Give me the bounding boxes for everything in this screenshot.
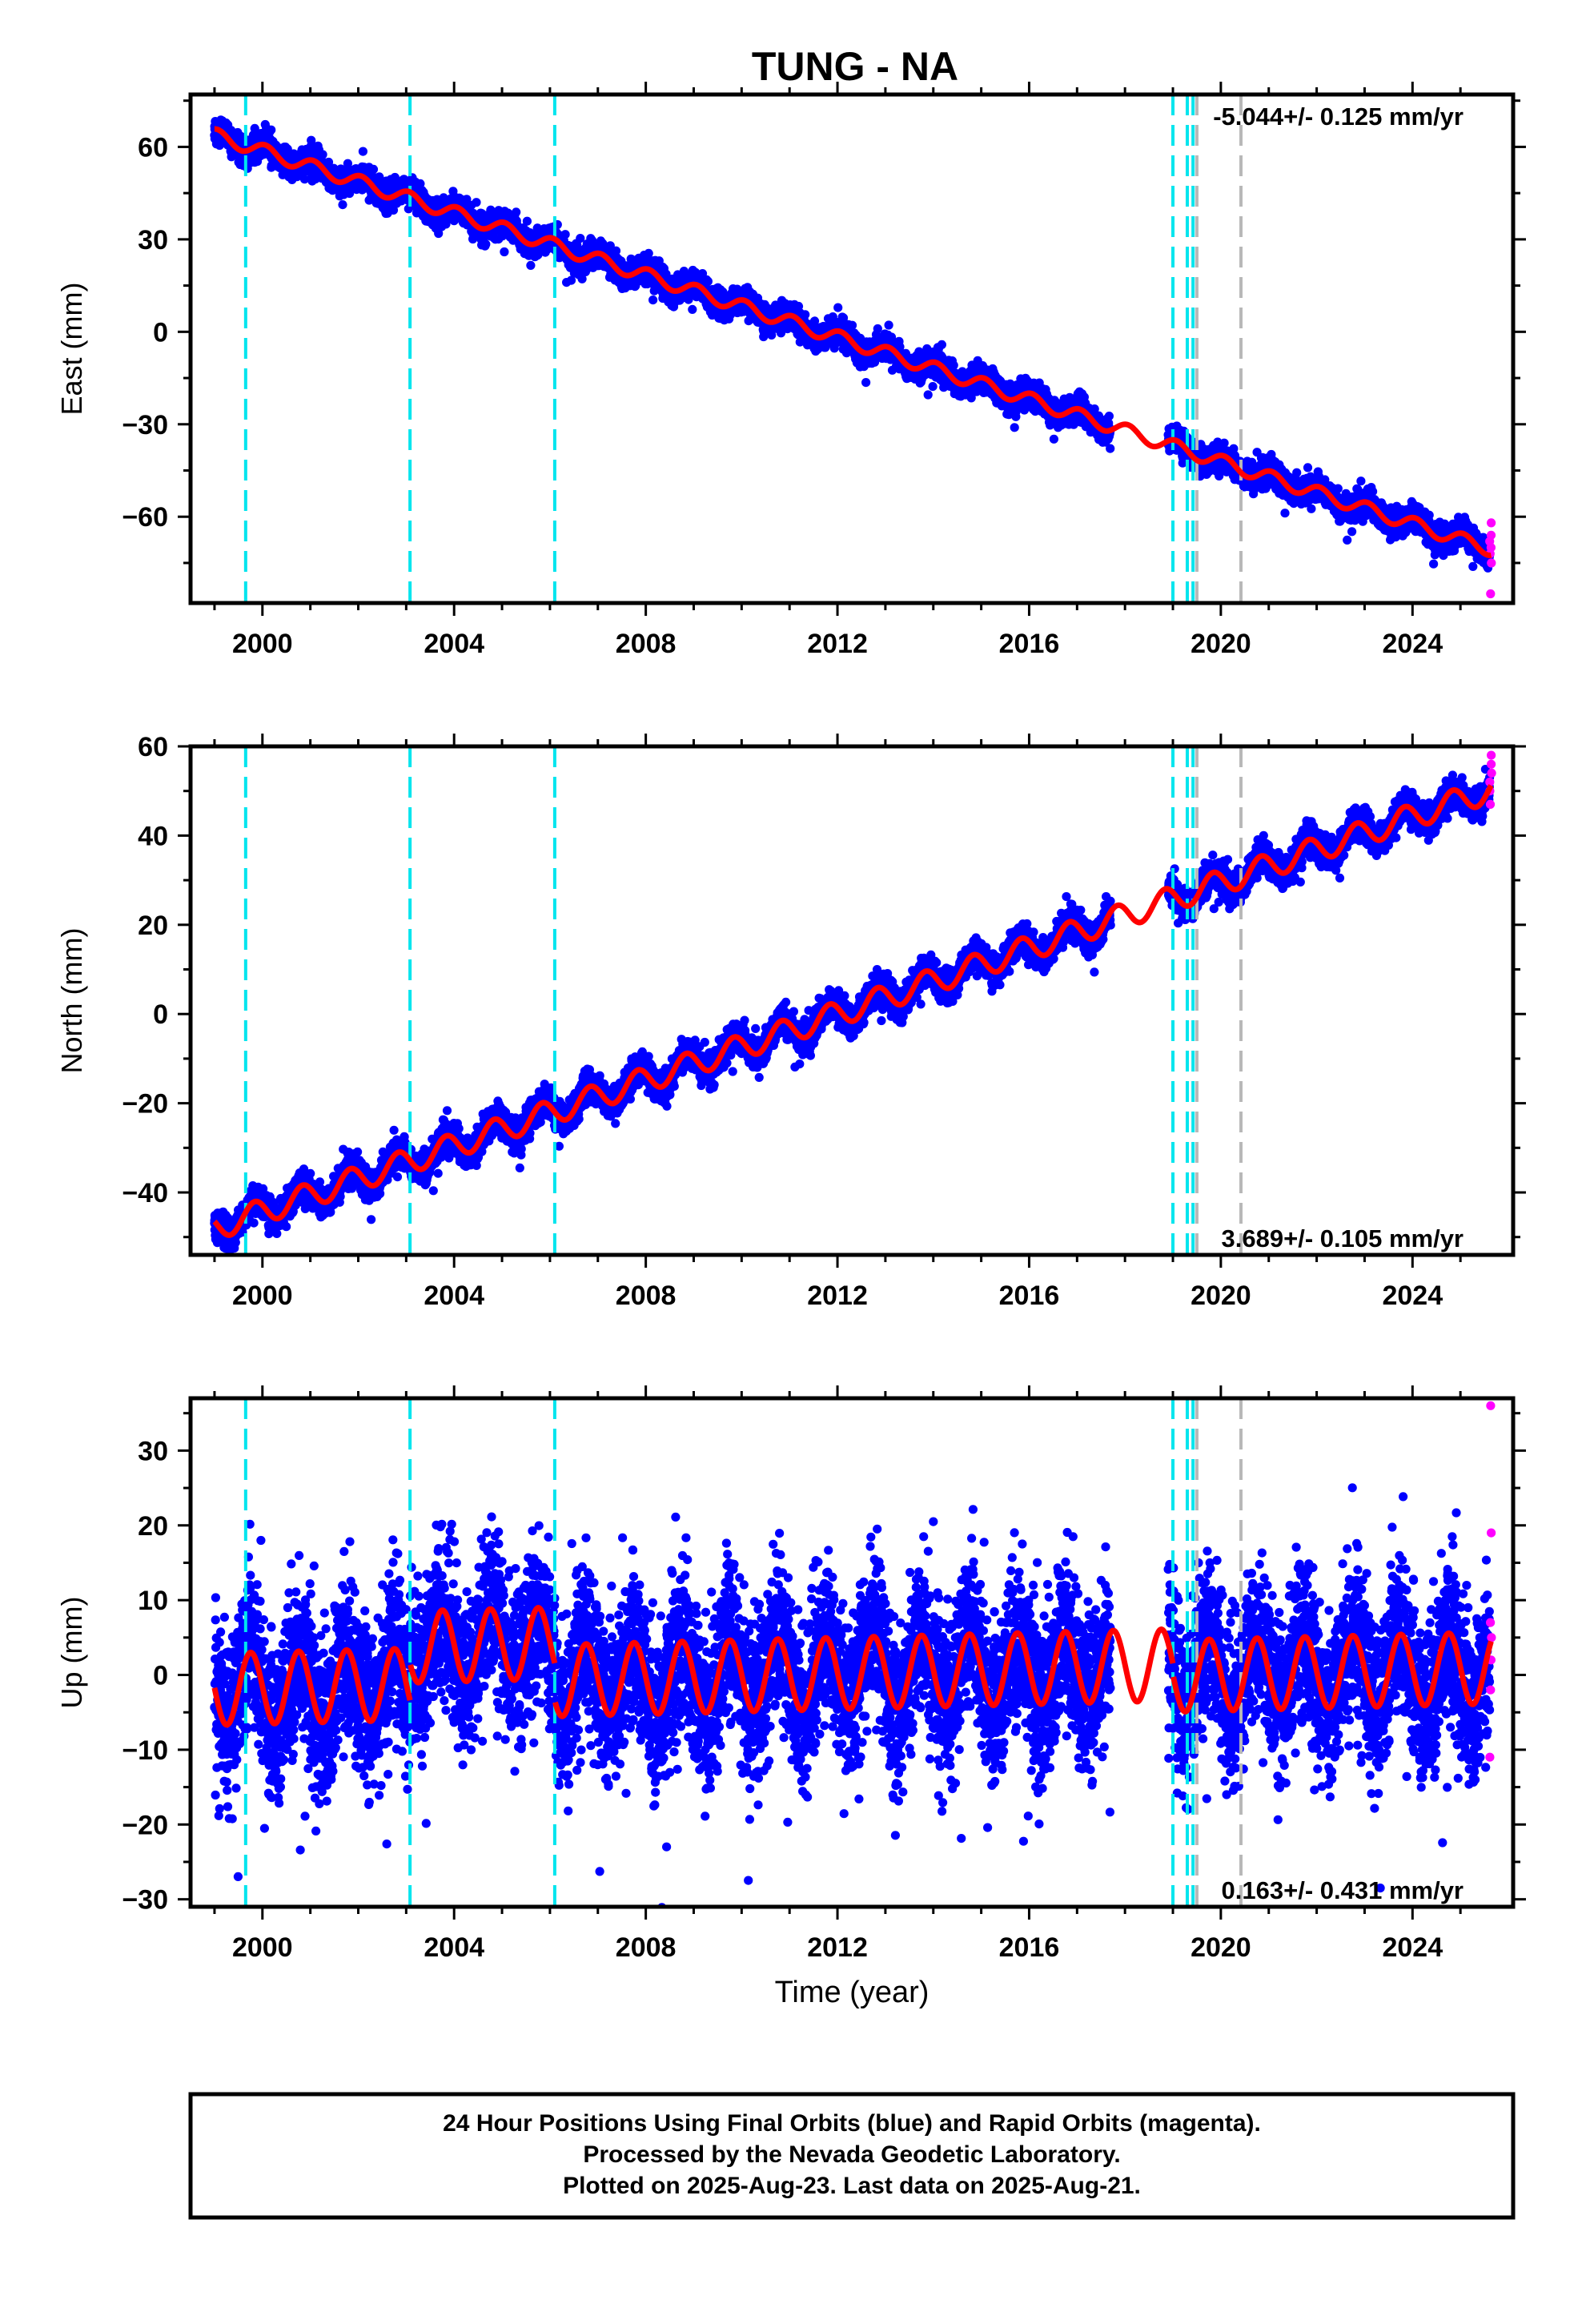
final-orbit-point (512, 207, 521, 217)
final-orbit-point (560, 230, 570, 239)
final-orbit-point (338, 200, 347, 210)
final-orbit-point (648, 296, 658, 305)
final-orbit-point (358, 147, 367, 156)
final-orbit-point (388, 205, 399, 215)
final-orbit-point (801, 310, 810, 320)
final-orbit-point (368, 164, 379, 174)
final-orbit-point (688, 304, 697, 314)
final-orbit-point (323, 157, 334, 167)
final-orbit-point (481, 239, 491, 249)
final-orbit-point (318, 150, 327, 159)
final-orbit-point (472, 198, 481, 207)
final-orbit-point (873, 324, 882, 334)
final-orbit-point (500, 247, 509, 257)
final-orbit-point (833, 303, 843, 312)
panel-east: 2000 2004 2008 2012 2016 2020 202460300−30−60E… (55, 82, 1526, 659)
final-orbit-point (416, 179, 425, 188)
final-orbit-point (526, 260, 536, 270)
final-orbit-point (299, 175, 310, 184)
final-orbit-point (884, 320, 893, 330)
final-orbit-point (703, 276, 713, 286)
final-orbit-point (847, 320, 857, 330)
final-orbit-point (522, 216, 532, 226)
final-orbit-point (644, 248, 653, 258)
final-orbit-point (861, 378, 871, 388)
final-orbit-point (267, 125, 276, 135)
chart-title: TUNG - NA (752, 44, 958, 89)
